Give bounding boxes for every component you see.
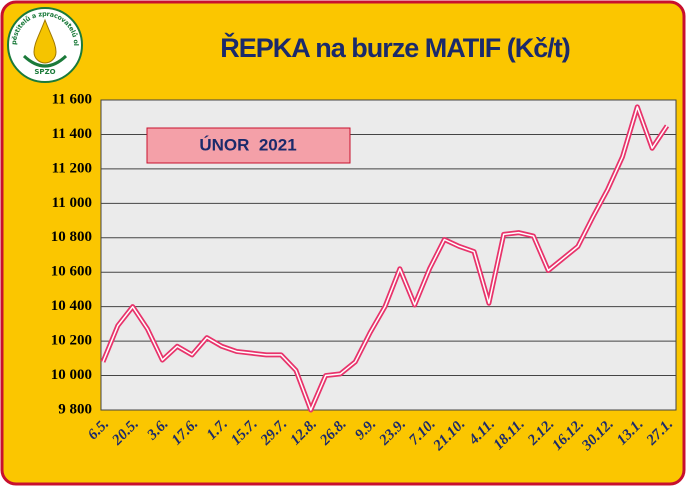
y-tick-label: 10 200 bbox=[51, 333, 92, 349]
series-line-inner bbox=[102, 106, 668, 411]
annotation-box bbox=[146, 127, 351, 164]
y-tick-label: 10 000 bbox=[51, 367, 92, 383]
y-tick-label: 10 400 bbox=[51, 298, 92, 314]
annotation: ÚNOR 2021 bbox=[199, 135, 296, 154]
y-tick-label: 11 600 bbox=[52, 91, 92, 107]
y-tick-label: 9 800 bbox=[58, 401, 92, 417]
logo-drop bbox=[33, 18, 57, 64]
y-tick-label: 10 800 bbox=[51, 229, 92, 245]
y-tick-label: 11 400 bbox=[52, 126, 92, 142]
y-tick-label: 11 000 bbox=[52, 195, 92, 211]
logo-leaf bbox=[22, 54, 68, 68]
y-tick-label: 11 200 bbox=[52, 160, 92, 176]
plot-border bbox=[100, 99, 677, 411]
chart-title: ŘEPKA na burze MATIF (Kč/t) bbox=[220, 32, 570, 63]
y-tick-label: 10 600 bbox=[51, 264, 92, 280]
logo-abbr: SPZO bbox=[34, 68, 55, 76]
